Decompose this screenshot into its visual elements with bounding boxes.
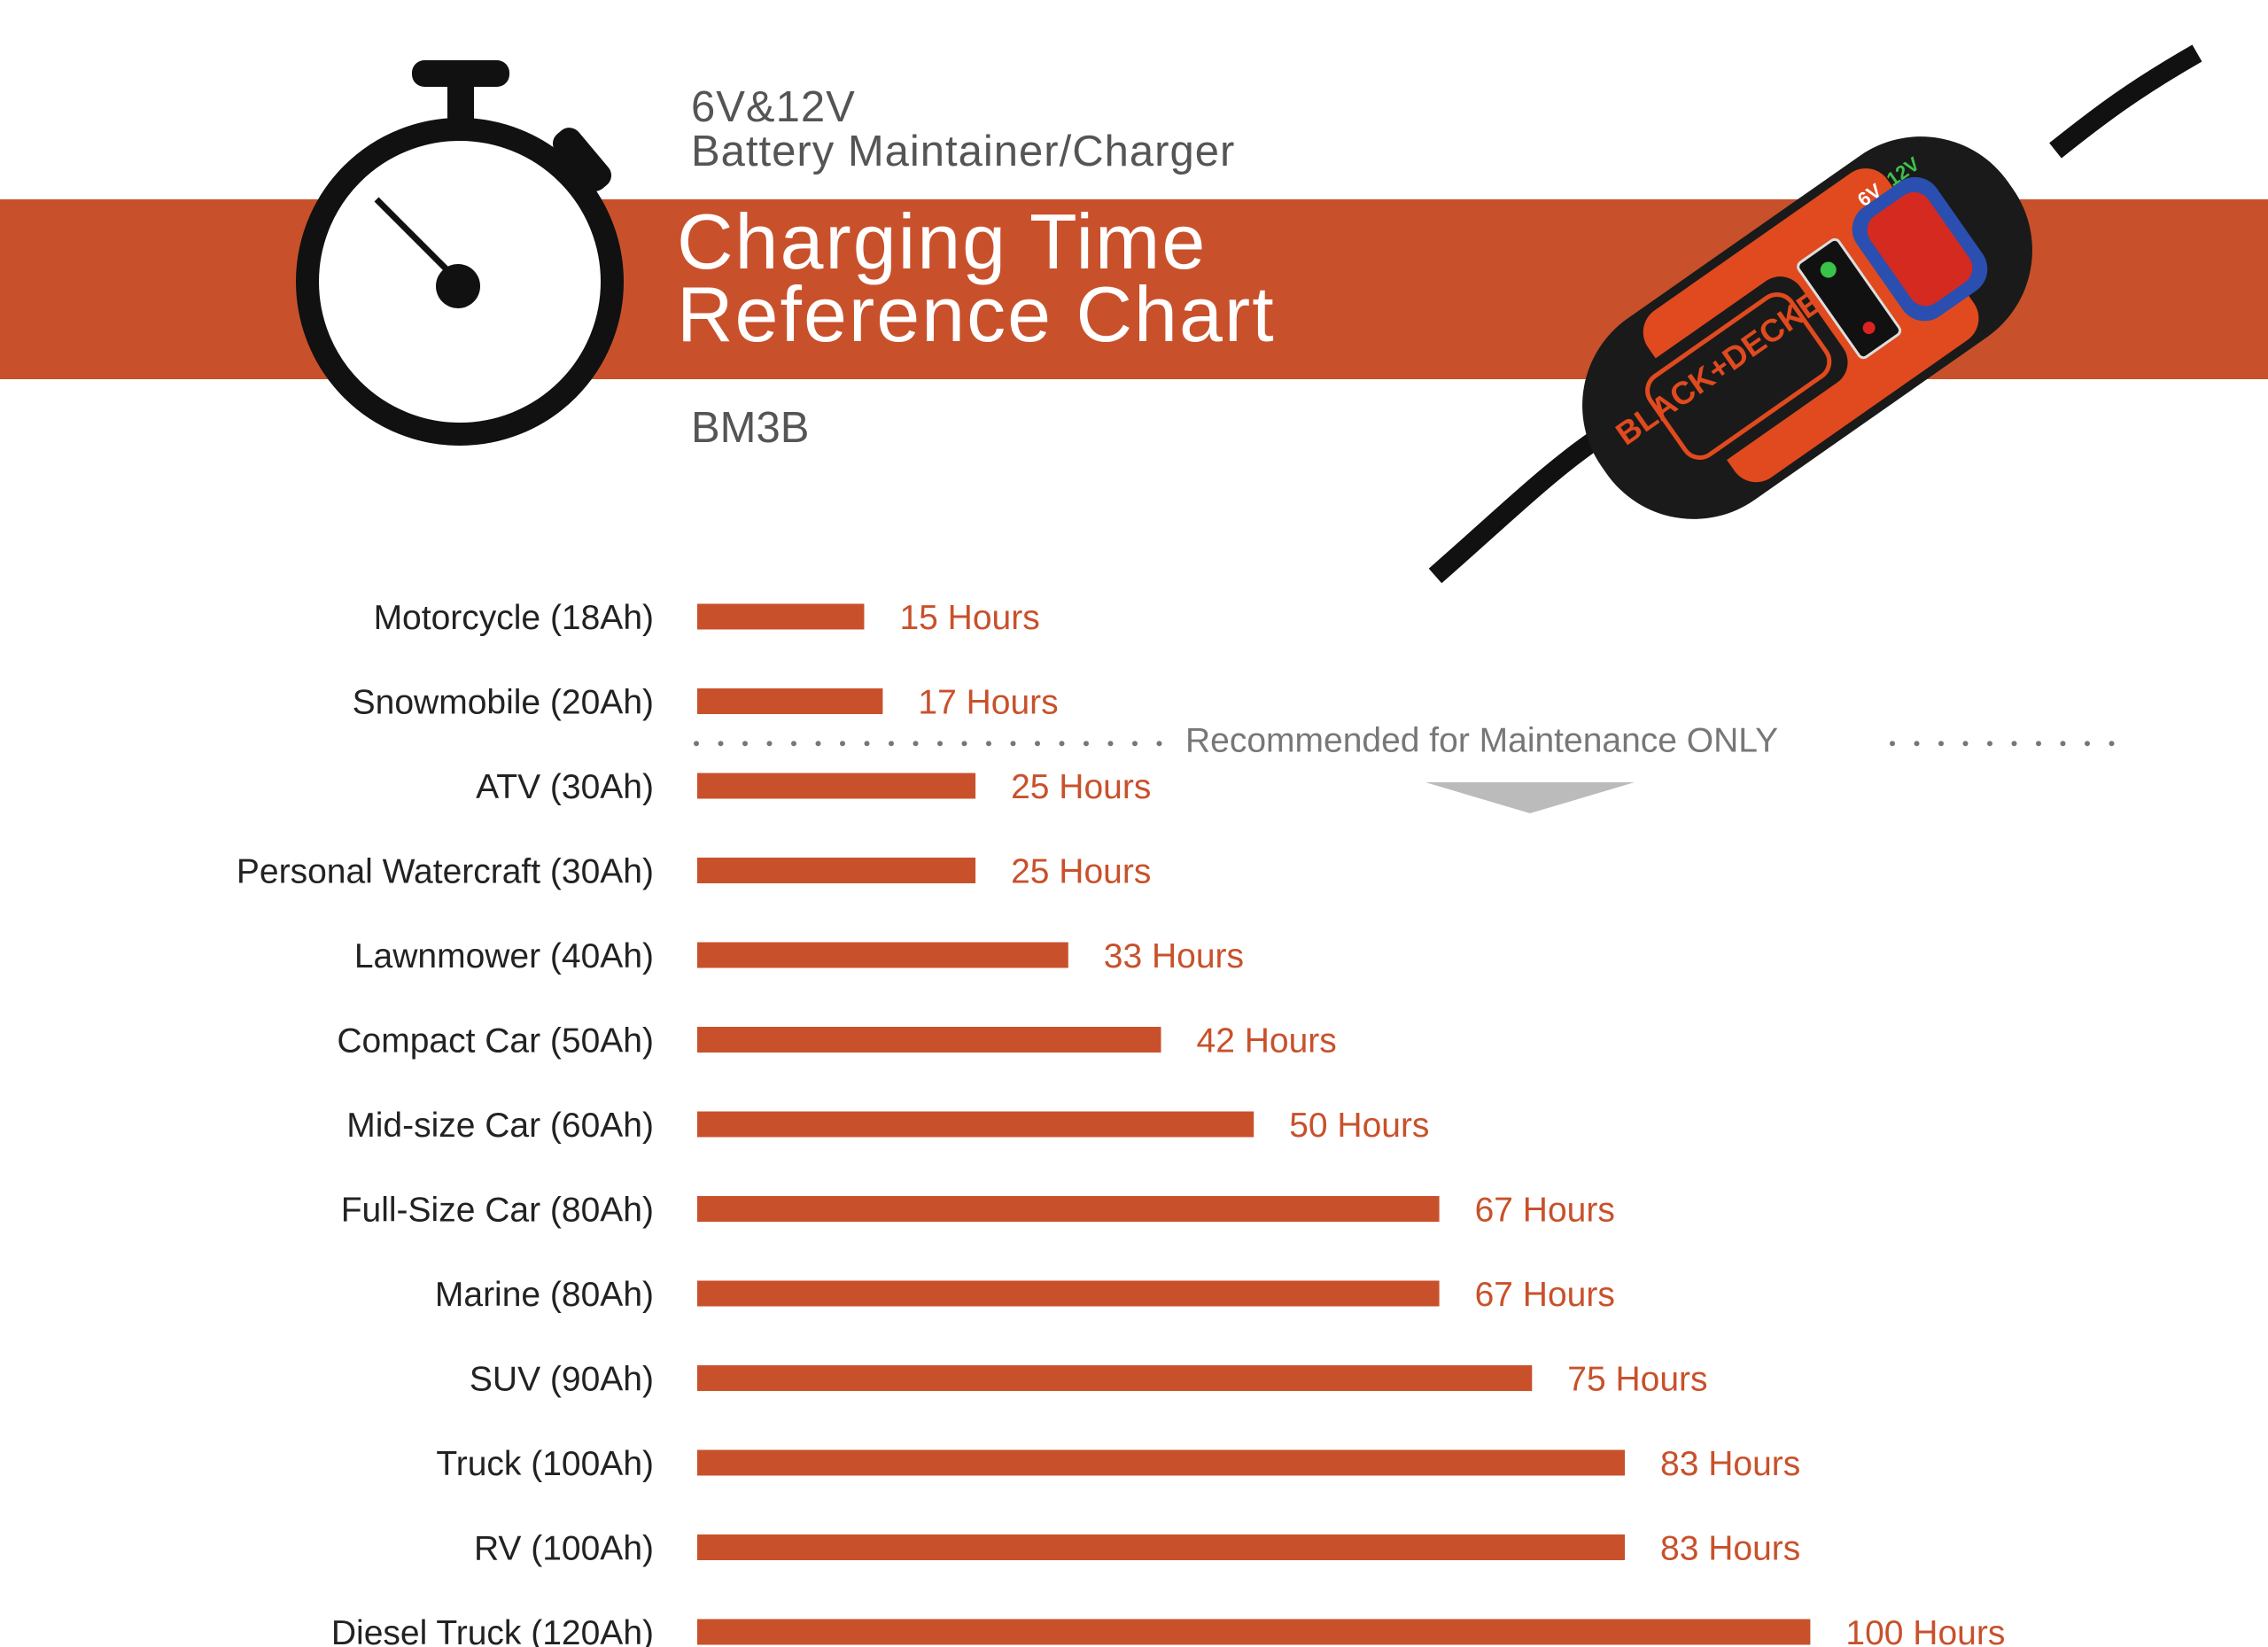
dot	[1035, 741, 1040, 747]
page-title: Charging Time Reference Chart	[677, 198, 1276, 358]
value-label: 42 Hours	[1197, 1022, 1337, 1060]
category-label: RV (100Ah)	[474, 1530, 654, 1568]
dot	[742, 741, 748, 747]
annotation-text: Recommended for Maintenance ONLY	[1185, 721, 1778, 759]
dot	[937, 741, 943, 747]
charger-image: BLACK+DECKER 6V 12V	[1428, 44, 2202, 584]
dot	[1938, 741, 1944, 747]
value-label: 83 Hours	[1660, 1445, 1800, 1483]
category-label: Full-Size Car (80Ah)	[341, 1192, 654, 1230]
title-line-2: Reference Chart	[677, 270, 1276, 358]
product-label: Battery Maintainer/Charger	[691, 128, 1236, 175]
value-label: 50 Hours	[1289, 1107, 1429, 1145]
dot	[1010, 741, 1016, 747]
dot	[2085, 741, 2090, 747]
bar	[697, 858, 976, 883]
category-label: Snowmobile (20Ah)	[353, 684, 654, 722]
down-arrow-icon	[1425, 782, 1635, 813]
bar	[697, 942, 1068, 968]
value-label: 25 Hours	[1011, 853, 1151, 891]
voltage-label: 6V&12V	[691, 83, 856, 131]
dot	[2011, 741, 2017, 747]
category-label: Personal Watercraft (30Ah)	[237, 853, 654, 891]
dot	[766, 741, 773, 747]
value-label: 67 Hours	[1475, 1276, 1615, 1314]
category-label: Motorcycle (18Ah)	[374, 599, 654, 637]
bar	[697, 688, 883, 714]
category-label: Truck (100Ah)	[436, 1445, 654, 1483]
stopwatch-icon	[296, 60, 624, 446]
dot	[986, 741, 991, 747]
dot	[913, 741, 919, 747]
category-label: Lawnmower (40Ah)	[354, 937, 654, 975]
value-label: 75 Hours	[1567, 1361, 1707, 1399]
header-subtitle: 6V&12V Battery Maintainer/Charger	[691, 85, 1235, 174]
bar	[697, 1619, 1811, 1645]
category-label: Marine (80Ah)	[435, 1276, 654, 1314]
dot	[1987, 741, 1992, 747]
bar	[697, 1111, 1254, 1138]
dot	[864, 741, 870, 747]
bar	[697, 1027, 1161, 1053]
value-label: 15 Hours	[899, 599, 1039, 637]
value-label: 100 Hours	[1845, 1614, 2005, 1647]
dot	[2109, 741, 2115, 747]
dot	[889, 741, 894, 747]
dot	[961, 741, 967, 747]
dot	[1914, 741, 1920, 747]
dot	[791, 741, 796, 747]
dot	[1156, 741, 1162, 747]
dot	[815, 741, 821, 747]
category-label: Mid-size Car (60Ah)	[346, 1107, 654, 1145]
value-label: 25 Hours	[1011, 768, 1151, 806]
bar	[697, 1365, 1533, 1391]
dot	[1962, 741, 1969, 747]
model-number: BM3B	[691, 404, 810, 452]
dot	[2036, 741, 2041, 747]
category-label: SUV (90Ah)	[470, 1361, 654, 1399]
dot	[840, 741, 845, 747]
dot	[1084, 741, 1089, 747]
dot	[718, 741, 724, 747]
bar	[697, 1196, 1440, 1222]
category-label: Compact Car (50Ah)	[337, 1022, 654, 1060]
bar	[697, 1534, 1625, 1560]
maintenance-annotation: Recommended for Maintenance ONLY	[694, 721, 2115, 813]
dot	[1132, 741, 1138, 747]
category-label: Diesel Truck (120Ah)	[331, 1614, 654, 1647]
dot	[2060, 741, 2066, 747]
value-label: 83 Hours	[1660, 1530, 1800, 1568]
value-label: 17 Hours	[918, 684, 1058, 722]
bar	[697, 1280, 1440, 1307]
bar	[697, 603, 865, 630]
value-label: 33 Hours	[1104, 937, 1244, 975]
dot	[694, 741, 699, 747]
value-label: 67 Hours	[1475, 1192, 1615, 1230]
dot	[1059, 741, 1065, 747]
dot	[1890, 741, 1895, 747]
title-line-1: Charging Time	[677, 198, 1208, 285]
dot	[1107, 741, 1114, 747]
bar	[697, 1449, 1625, 1476]
category-label: ATV (30Ah)	[476, 768, 654, 806]
bar	[697, 773, 976, 799]
